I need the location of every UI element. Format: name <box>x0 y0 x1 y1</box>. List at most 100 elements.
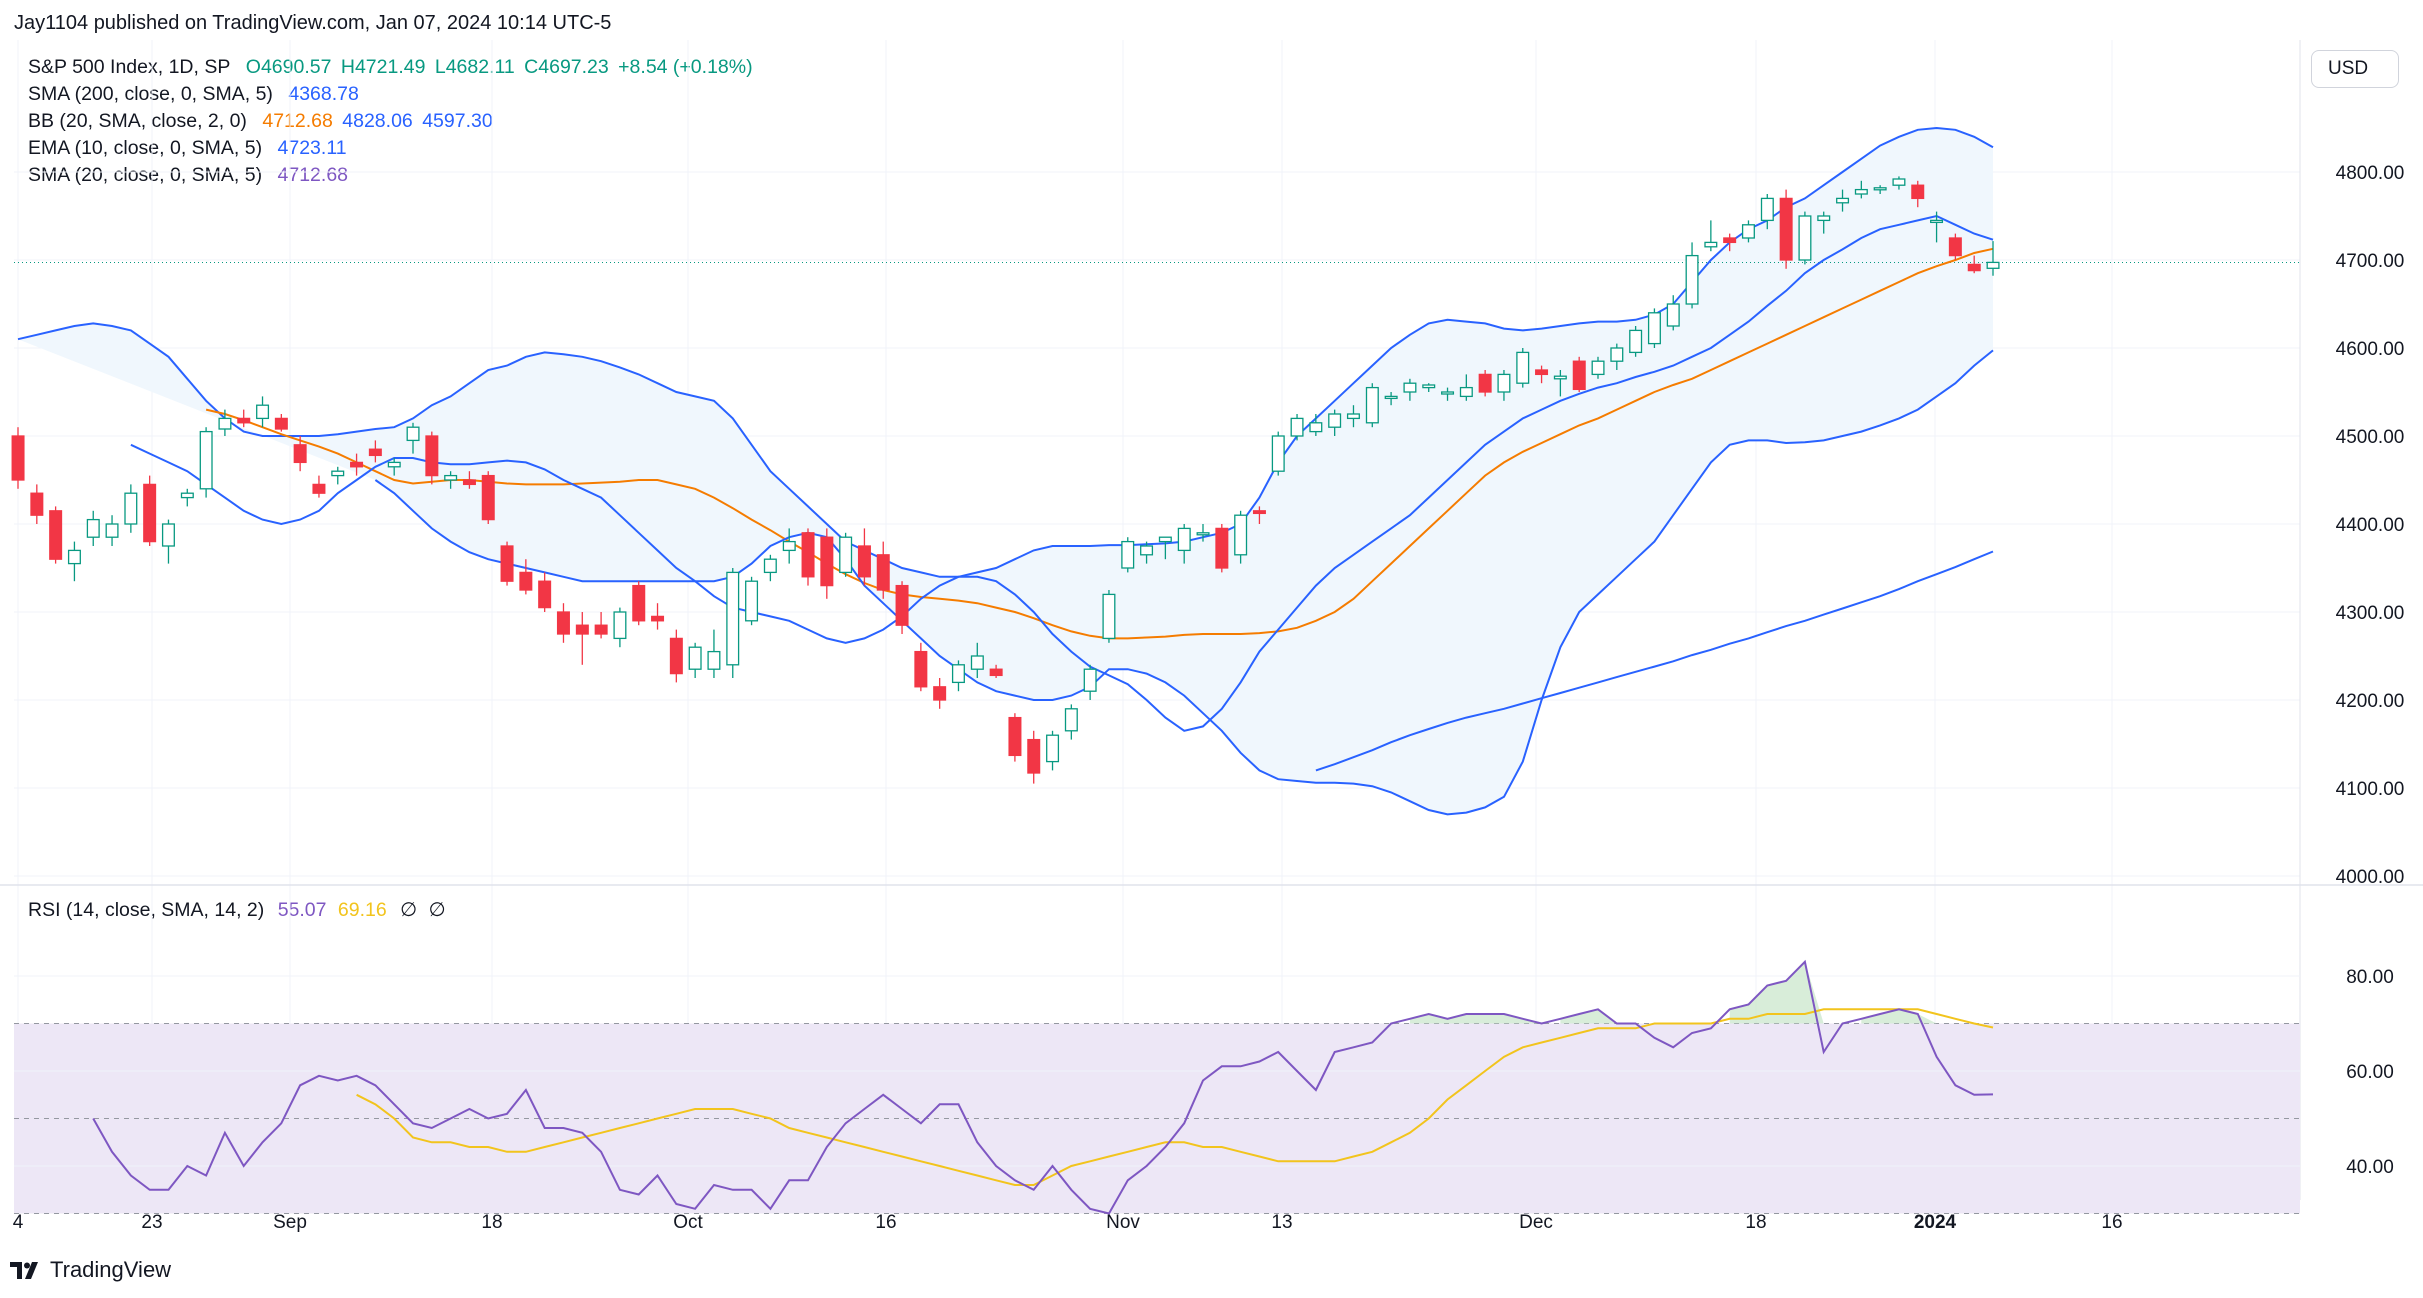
candle <box>989 664 1003 678</box>
candle-body <box>1346 413 1360 420</box>
candle-body <box>1008 716 1022 757</box>
candle <box>481 471 495 524</box>
candle-body <box>293 444 307 464</box>
candle <box>556 603 570 643</box>
candle-body <box>105 523 119 538</box>
candle-body <box>1027 738 1041 774</box>
candle <box>613 607 627 648</box>
candle <box>726 568 740 678</box>
symbol-label[interactable]: S&P 500 Index, 1D, SP <box>28 56 231 78</box>
candle <box>763 554 777 582</box>
candle-body <box>67 549 81 565</box>
candle <box>1271 431 1285 476</box>
candle <box>1817 211 1831 234</box>
sma200-value: 4368.78 <box>288 83 359 105</box>
candle-body <box>1121 540 1135 569</box>
candle-body <box>462 479 476 486</box>
candle-body <box>726 571 740 666</box>
rsi-na-1: ∅ <box>400 899 418 921</box>
candle <box>143 475 157 546</box>
candle-body <box>519 571 533 591</box>
candle-body <box>1083 668 1097 692</box>
candle-body <box>707 650 721 670</box>
candle-body <box>556 611 570 635</box>
candle-body <box>1572 360 1586 391</box>
candle-body <box>218 417 232 430</box>
candle <box>312 475 326 498</box>
candle-body <box>1892 178 1906 186</box>
candle <box>1422 383 1436 392</box>
candle <box>1723 233 1737 252</box>
time-tick-label: 16 <box>875 1212 896 1233</box>
candle <box>707 629 721 678</box>
time-tick-label: 18 <box>1745 1212 1766 1233</box>
candle <box>86 510 100 546</box>
candle <box>1610 343 1624 370</box>
candle-body <box>368 448 382 457</box>
sma200-row[interactable]: SMA (200, close, 0, SMA, 5) 4368.78 <box>28 81 757 108</box>
candle <box>1647 308 1661 348</box>
candle <box>820 528 834 599</box>
candle-body <box>895 584 909 626</box>
rsi-ma-value: 69.16 <box>337 899 387 921</box>
candle-body <box>312 483 326 494</box>
candle <box>331 466 345 485</box>
candle <box>1478 370 1492 397</box>
candle <box>1967 255 1981 274</box>
candle-body <box>857 545 871 578</box>
candle <box>669 629 683 683</box>
ema10-value: 4723.11 <box>277 137 347 159</box>
candle-body <box>594 624 608 635</box>
price-tick-label: 4200.00 <box>2336 691 2405 712</box>
candle <box>1290 414 1304 441</box>
candle-body <box>1497 373 1511 393</box>
tradingview-logo[interactable]: TradingView <box>10 1257 171 1283</box>
candle <box>1741 220 1755 243</box>
bb-row[interactable]: BB (20, SMA, close, 2, 0) 4712.68 4828.0… <box>28 108 757 135</box>
candle <box>1064 704 1078 740</box>
candle <box>105 515 119 546</box>
candle <box>1403 378 1417 401</box>
candle <box>575 612 589 665</box>
candle-body <box>124 492 138 525</box>
candle-body <box>444 474 458 481</box>
candle-body <box>1685 254 1699 305</box>
sma20-row[interactable]: SMA (20, close, 0, SMA, 5) 4712.68 <box>28 162 757 189</box>
candle-body <box>989 668 1003 677</box>
candle <box>49 506 63 564</box>
candle <box>1309 414 1323 436</box>
candle-body <box>1647 312 1661 345</box>
candle <box>1836 189 1850 212</box>
candle-body <box>688 646 702 670</box>
candle-body <box>180 492 194 499</box>
candle <box>1384 392 1398 406</box>
candle-body <box>1403 382 1417 393</box>
ema10-row[interactable]: EMA (10, close, 0, SMA, 5) 4723.11 <box>28 135 757 162</box>
candle <box>237 409 251 428</box>
candle <box>538 572 552 612</box>
price-tick-label: 4400.00 <box>2336 515 2405 536</box>
candle <box>350 453 364 476</box>
candle-body <box>669 637 683 675</box>
currency-button[interactable]: USD <box>2311 50 2399 88</box>
candle <box>1046 730 1060 771</box>
high-value: H4721.49 <box>340 56 426 78</box>
candle-body <box>350 461 364 468</box>
rsi-line <box>92 959 1994 1215</box>
candle-body <box>199 430 213 490</box>
candle <box>1083 664 1097 700</box>
candle <box>274 414 288 432</box>
rsi-overbought-fill <box>1409 961 1937 1024</box>
candle <box>1873 185 1887 194</box>
candle-body <box>1741 224 1755 239</box>
bb-lower-value: 4597.30 <box>422 110 493 132</box>
candle-body <box>1290 417 1304 437</box>
candle <box>1911 180 1925 208</box>
candle <box>1008 713 1022 762</box>
close-value: C4697.23 <box>524 56 609 78</box>
candle-body <box>1459 386 1473 398</box>
candle-body <box>1798 215 1812 261</box>
candle-body <box>143 483 157 543</box>
candle <box>1704 220 1718 252</box>
